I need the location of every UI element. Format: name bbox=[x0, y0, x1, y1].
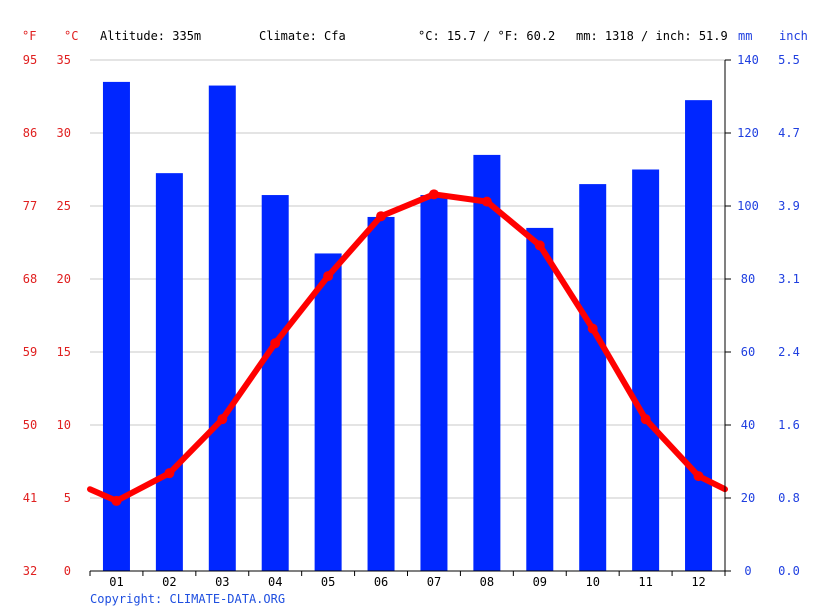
mm-tick-label: 100 bbox=[737, 199, 759, 213]
temp-point-02 bbox=[164, 468, 175, 479]
altitude-label: Altitude: 335m bbox=[100, 29, 201, 43]
temp-average-label: °C: 15.7 / °F: 60.2 bbox=[418, 29, 555, 43]
temp-point-05 bbox=[323, 271, 334, 282]
x-tick-label: 04 bbox=[268, 575, 282, 589]
inch-tick-label: 3.1 bbox=[778, 272, 800, 286]
c-tick-label: 5 bbox=[64, 491, 71, 505]
x-tick-label: 11 bbox=[638, 575, 652, 589]
copyright-label: Copyright: CLIMATE-DATA.ORG bbox=[90, 592, 286, 606]
c-tick-label: 15 bbox=[57, 345, 71, 359]
inch-tick-label: 0.0 bbox=[778, 564, 800, 578]
c-tick-label: 25 bbox=[57, 199, 71, 213]
x-tick-label: 05 bbox=[321, 575, 335, 589]
grid-lines bbox=[90, 59, 725, 499]
precip-bar-06 bbox=[367, 216, 395, 571]
x-tick-label: 06 bbox=[374, 575, 388, 589]
precip-bar-12 bbox=[685, 100, 713, 572]
x-tick-label: 07 bbox=[427, 575, 441, 589]
inch-tick-label: 1.6 bbox=[778, 418, 800, 432]
c-tick-label: 20 bbox=[57, 272, 71, 286]
f-tick-label: 68 bbox=[23, 272, 37, 286]
precip-bar-01 bbox=[102, 81, 130, 572]
f-tick-label: 95 bbox=[23, 53, 37, 67]
c-tick-label: 0 bbox=[64, 564, 71, 578]
axes: 01 02 03 04 05 06 07 08 09 10 11 123241505968778695… bbox=[23, 53, 800, 589]
f-tick-label: 86 bbox=[23, 126, 37, 140]
precipitation-bars bbox=[102, 81, 713, 572]
precip-bar-11 bbox=[632, 169, 660, 571]
c-tick-label: 35 bbox=[57, 53, 71, 67]
f-tick-label: 59 bbox=[23, 345, 37, 359]
mm-tick-label: 0 bbox=[744, 564, 751, 578]
temp-point-11 bbox=[640, 414, 651, 425]
f-tick-label: 77 bbox=[23, 199, 37, 213]
temp-point-07 bbox=[428, 189, 439, 200]
temp-point-03 bbox=[217, 414, 228, 425]
x-tick-label: 10 bbox=[585, 575, 599, 589]
precip-bar-09 bbox=[526, 227, 554, 571]
mm-tick-label: 40 bbox=[741, 418, 755, 432]
x-tick-label: 01 bbox=[109, 575, 123, 589]
temp-point-09 bbox=[534, 240, 545, 251]
temp-point-04 bbox=[270, 338, 281, 349]
precip-bar-10 bbox=[579, 184, 607, 571]
mm-tick-label: 60 bbox=[741, 345, 755, 359]
inch-tick-label: 3.9 bbox=[778, 199, 800, 213]
c-tick-label: 10 bbox=[57, 418, 71, 432]
mm-tick-label: 140 bbox=[737, 53, 759, 67]
inch-tick-label: 5.5 bbox=[778, 53, 800, 67]
f-tick-label: 41 bbox=[23, 491, 37, 505]
precip-bar-07 bbox=[420, 195, 448, 572]
temp-point-06 bbox=[376, 211, 387, 222]
precip-bar-03 bbox=[208, 85, 236, 572]
x-tick-label: 02 bbox=[162, 575, 176, 589]
inch-tick-label: 0.8 bbox=[778, 491, 800, 505]
x-tick-label: 03 bbox=[215, 575, 229, 589]
temp-point-12 bbox=[693, 471, 704, 482]
f-tick-label: 32 bbox=[23, 564, 37, 578]
c-tick-label: 30 bbox=[57, 126, 71, 140]
precip-bar-02 bbox=[155, 173, 183, 571]
precip-bar-04 bbox=[261, 195, 289, 572]
mm-tick-label: 80 bbox=[741, 272, 755, 286]
unit-c-label: °C bbox=[64, 29, 78, 43]
inch-tick-label: 2.4 bbox=[778, 345, 800, 359]
x-tick-label: 12 bbox=[691, 575, 705, 589]
temp-point-10 bbox=[587, 323, 598, 334]
mm-tick-label: 120 bbox=[737, 126, 759, 140]
temp-line-path bbox=[87, 191, 728, 504]
temperature-line bbox=[87, 189, 728, 506]
unit-f-label: °F bbox=[22, 29, 36, 43]
f-tick-label: 50 bbox=[23, 418, 37, 432]
temp-point-08 bbox=[481, 196, 492, 207]
precip-bar-08 bbox=[473, 154, 501, 571]
temp-point-01 bbox=[111, 495, 122, 506]
unit-inch-label: inch bbox=[779, 29, 808, 43]
mm-tick-label: 20 bbox=[741, 491, 755, 505]
inch-tick-label: 4.7 bbox=[778, 126, 800, 140]
precip-total-label: mm: 1318 / inch: 51.9 bbox=[576, 29, 728, 43]
precip-bar-05 bbox=[314, 253, 342, 571]
x-tick-label: 08 bbox=[480, 575, 494, 589]
x-tick-label: 09 bbox=[533, 575, 547, 589]
unit-mm-label: mm bbox=[738, 29, 752, 43]
climate-label: Climate: Cfa bbox=[259, 29, 346, 43]
